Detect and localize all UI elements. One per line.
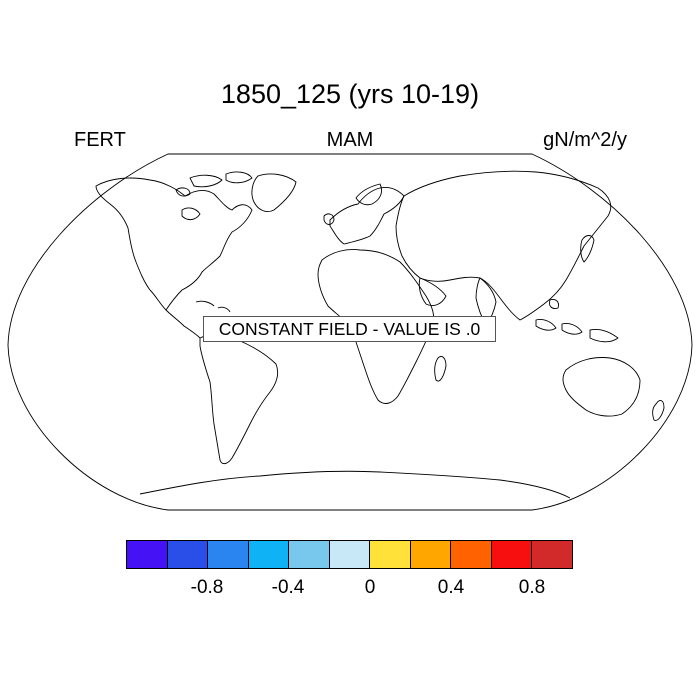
coastline-southeast-asia-islands	[535, 299, 619, 343]
coastline-antarctica	[139, 470, 571, 499]
colorbar-swatch	[532, 541, 573, 568]
colorbar-swatch	[248, 541, 290, 568]
colorbar-tick-label: 0	[364, 577, 376, 598]
coastline-new-zealand	[652, 400, 665, 421]
coastline-scandinavia	[355, 183, 383, 206]
coastline-australia	[562, 357, 641, 417]
coastline-arctic-islands	[175, 171, 253, 197]
variable-label: FERT	[74, 129, 126, 151]
coastline-central-america	[165, 309, 201, 339]
coastline-british-isles	[323, 213, 335, 225]
colorbar-swatch	[370, 541, 411, 568]
colorbar-swatch	[329, 541, 371, 568]
coastline-africa	[317, 249, 435, 404]
coastline-japan	[580, 235, 595, 263]
map-title: 1850_125 (yrs 10-19)	[220, 79, 480, 109]
colorbar-swatch	[289, 541, 330, 568]
colorbar-tick-label: 0.8	[518, 577, 546, 598]
coastline-caribbean	[195, 300, 231, 313]
colorbar-swatch	[127, 541, 168, 568]
colorbar-swatch	[451, 541, 492, 568]
colorbar-tick-label: -0.4	[271, 577, 305, 598]
colorbar	[126, 540, 573, 569]
coastlines	[95, 170, 665, 499]
season-label: MAM	[326, 129, 374, 151]
colorbar-swatch	[167, 541, 209, 568]
units-label: gN/m^2/y	[543, 129, 627, 151]
coastline-greenland	[251, 173, 297, 213]
coastline-arabia	[418, 277, 447, 307]
colorbar-tick-label: 0.4	[437, 577, 465, 598]
colorbar-swatch	[208, 541, 249, 568]
colorbar-tick-label: -0.8	[190, 577, 224, 598]
coastline-south-america	[199, 333, 279, 465]
constant-field-annotation: CONSTANT FIELD - VALUE IS .0	[203, 316, 496, 342]
colorbar-swatch	[410, 541, 452, 568]
coastline-hudson-bay	[181, 207, 201, 221]
colorbar-swatch	[491, 541, 533, 568]
coastline-asia	[395, 170, 612, 321]
coastline-madagascar	[434, 355, 447, 382]
coastline-north-america	[95, 177, 253, 311]
coastline-europe	[329, 187, 405, 245]
